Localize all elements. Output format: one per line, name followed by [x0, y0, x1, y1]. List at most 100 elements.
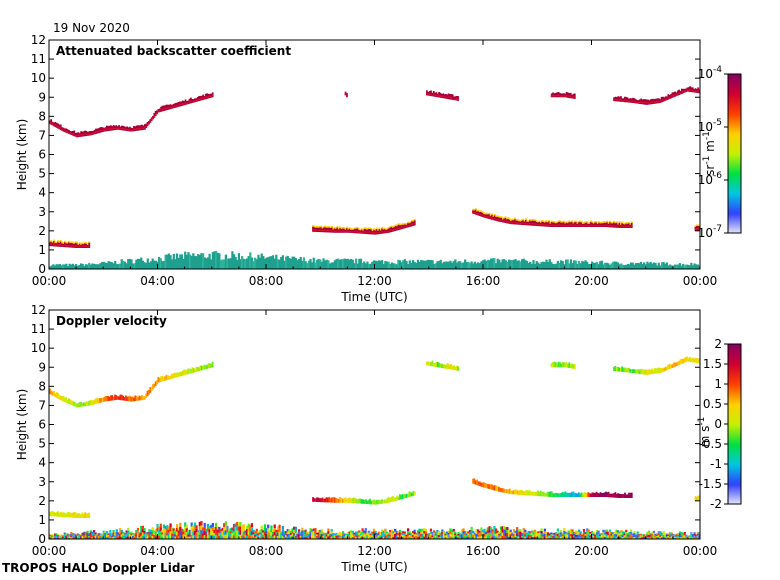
bl-cell	[190, 534, 193, 539]
cloud-cell	[327, 497, 329, 503]
cloud-edge	[625, 222, 628, 224]
cloud-cell	[377, 499, 380, 505]
x-tick-label: 12:00	[357, 274, 392, 288]
cloud-cell	[69, 399, 72, 405]
bl-cell	[390, 531, 394, 535]
bl-cell	[219, 529, 223, 532]
bl-cell	[280, 533, 283, 536]
bl-column	[423, 260, 426, 269]
bl-column	[450, 262, 454, 269]
bl-cell	[475, 533, 478, 537]
bl-cell	[158, 526, 161, 530]
bl-cell	[423, 530, 426, 534]
colorbar-cell	[728, 478, 741, 481]
cloud-cell	[84, 512, 87, 519]
bl-cell	[91, 531, 94, 534]
bl-column	[122, 260, 125, 269]
bl-column	[369, 263, 372, 269]
cloud-cell	[533, 491, 535, 496]
bl-cell	[280, 535, 283, 538]
cloud-cell	[450, 96, 453, 99]
bl-column	[475, 263, 478, 269]
cloud-cell	[204, 96, 207, 98]
bl-cell	[138, 533, 141, 536]
cloud-cell	[563, 492, 565, 498]
cloud-cell	[339, 230, 342, 232]
cloud-cell	[695, 358, 698, 363]
bl-cell	[86, 534, 89, 537]
cloud-cell	[190, 369, 192, 374]
bl-cell	[208, 525, 211, 530]
bl-cell	[517, 529, 520, 532]
cloud-cell	[634, 369, 637, 374]
bl-cell	[530, 530, 533, 533]
cloud-cell	[57, 126, 59, 128]
bl-cell	[665, 534, 669, 537]
bl-column	[488, 260, 491, 269]
cloud-cell	[139, 396, 142, 401]
colorbar-cell	[728, 221, 741, 224]
bl-cell	[507, 532, 511, 535]
cloud-cell	[164, 107, 167, 110]
cloud-cell	[622, 367, 625, 373]
colorbar-cell	[728, 103, 741, 107]
bl-cell	[616, 534, 620, 537]
bl-cell	[542, 534, 545, 537]
bl-cell	[341, 535, 345, 538]
bl-cell	[169, 535, 172, 539]
bl-cell	[660, 532, 664, 535]
cloud-edge	[596, 222, 599, 224]
bl-cell	[408, 535, 411, 538]
bl-cell	[630, 536, 633, 539]
cloud-cell	[478, 213, 481, 216]
cloud-cell	[450, 364, 453, 370]
bl-cell	[348, 533, 351, 536]
bl-cell	[656, 535, 659, 538]
bl-cell	[582, 528, 586, 532]
bl-cell	[156, 527, 159, 532]
bl-column	[109, 261, 112, 269]
bl-cell	[475, 536, 478, 539]
bl-cell	[623, 535, 626, 538]
bl-cell	[350, 534, 353, 537]
bl-cell	[503, 526, 506, 530]
cloud-cell	[192, 368, 195, 373]
bl-cell	[507, 534, 511, 537]
bl-cell	[169, 527, 172, 532]
cloud-edge	[59, 240, 62, 242]
bl-cell	[595, 536, 599, 539]
bl-cell	[691, 534, 695, 536]
bl-cell	[234, 531, 237, 536]
bl-cell	[338, 537, 341, 539]
cloud-cell	[333, 230, 336, 232]
cloud-cell	[474, 211, 477, 214]
bl-cell	[364, 533, 367, 537]
cloud-cell	[379, 231, 382, 234]
bl-cell	[654, 535, 657, 537]
cloud-cell	[563, 95, 565, 97]
bl-column	[302, 257, 306, 269]
bl-cell	[647, 532, 651, 535]
colorbar-cell	[728, 448, 741, 451]
bl-cell	[337, 533, 340, 535]
bl-cell	[595, 529, 599, 533]
colorbar-cell	[728, 436, 741, 439]
bl-cell	[122, 537, 125, 539]
bl-cell	[613, 533, 616, 536]
bl-cell	[556, 536, 560, 539]
cloud-cell	[440, 95, 443, 98]
bl-cell	[110, 535, 114, 538]
bl-cell	[547, 535, 550, 538]
cloud-cell	[337, 498, 340, 503]
cloud-cell	[143, 126, 146, 129]
cloud-cell	[312, 226, 314, 232]
bl-cell	[590, 532, 594, 535]
bl-column	[415, 262, 418, 269]
bl-cell	[512, 536, 516, 539]
bl-cell	[66, 533, 70, 535]
bl-cell	[468, 529, 472, 533]
cloud-edge	[318, 225, 321, 228]
bl-cell	[405, 534, 408, 537]
bl-cell	[672, 533, 675, 536]
cloud-cell	[77, 403, 80, 408]
